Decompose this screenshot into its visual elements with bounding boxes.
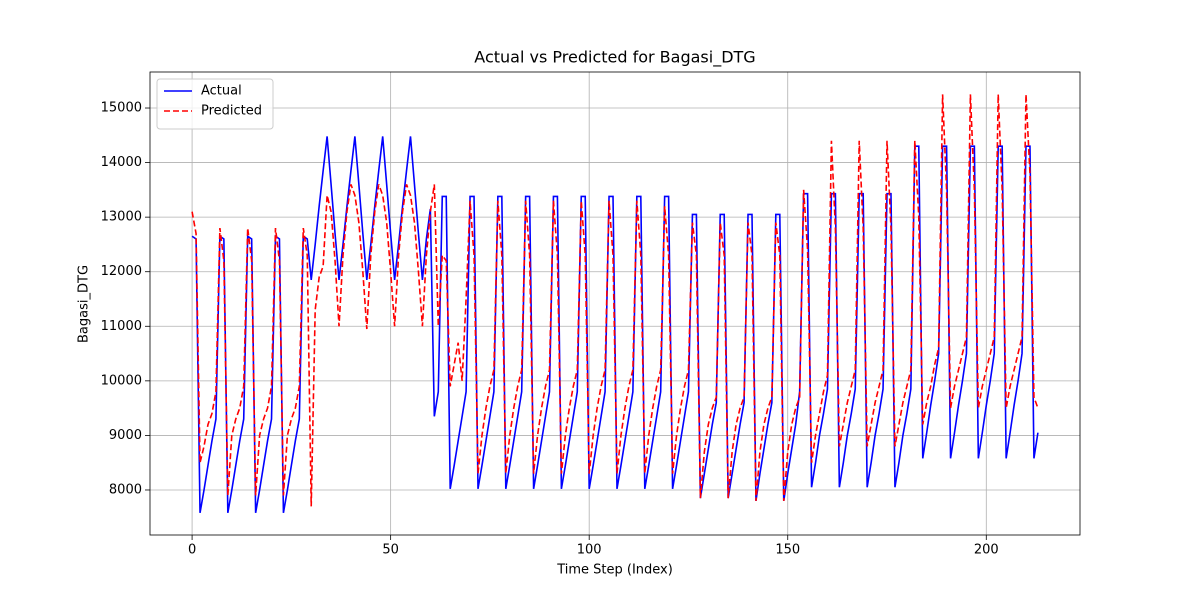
y-tick-label: 12000 bbox=[101, 264, 142, 279]
legend: Actual Predicted bbox=[156, 78, 274, 130]
y-tick-label: 8000 bbox=[109, 482, 142, 497]
y-tick-label: 9000 bbox=[109, 428, 142, 443]
plot-frame bbox=[149, 71, 1081, 536]
y-axis-label: Bagasi_DTG bbox=[77, 265, 92, 343]
x-tick-label: 150 bbox=[775, 543, 800, 558]
y-tick-label: 11000 bbox=[101, 319, 142, 334]
y-tick-label: 14000 bbox=[101, 155, 142, 170]
x-tick-label: 100 bbox=[577, 543, 602, 558]
chart-title: Actual vs Predicted for Bagasi_DTG bbox=[474, 48, 755, 68]
y-tick-label: 10000 bbox=[101, 373, 142, 388]
x-tick-label: 200 bbox=[974, 543, 999, 558]
x-tick-label: 50 bbox=[382, 543, 399, 558]
y-tick-label: 13000 bbox=[101, 210, 142, 225]
legend-label: Actual bbox=[201, 84, 242, 99]
legend-label: Predicted bbox=[201, 104, 262, 119]
y-tick-label: 15000 bbox=[101, 101, 142, 116]
x-axis-label: Time Step (Index) bbox=[556, 563, 673, 578]
x-tick-label: 0 bbox=[188, 543, 196, 558]
data-line bbox=[191, 94, 1039, 507]
